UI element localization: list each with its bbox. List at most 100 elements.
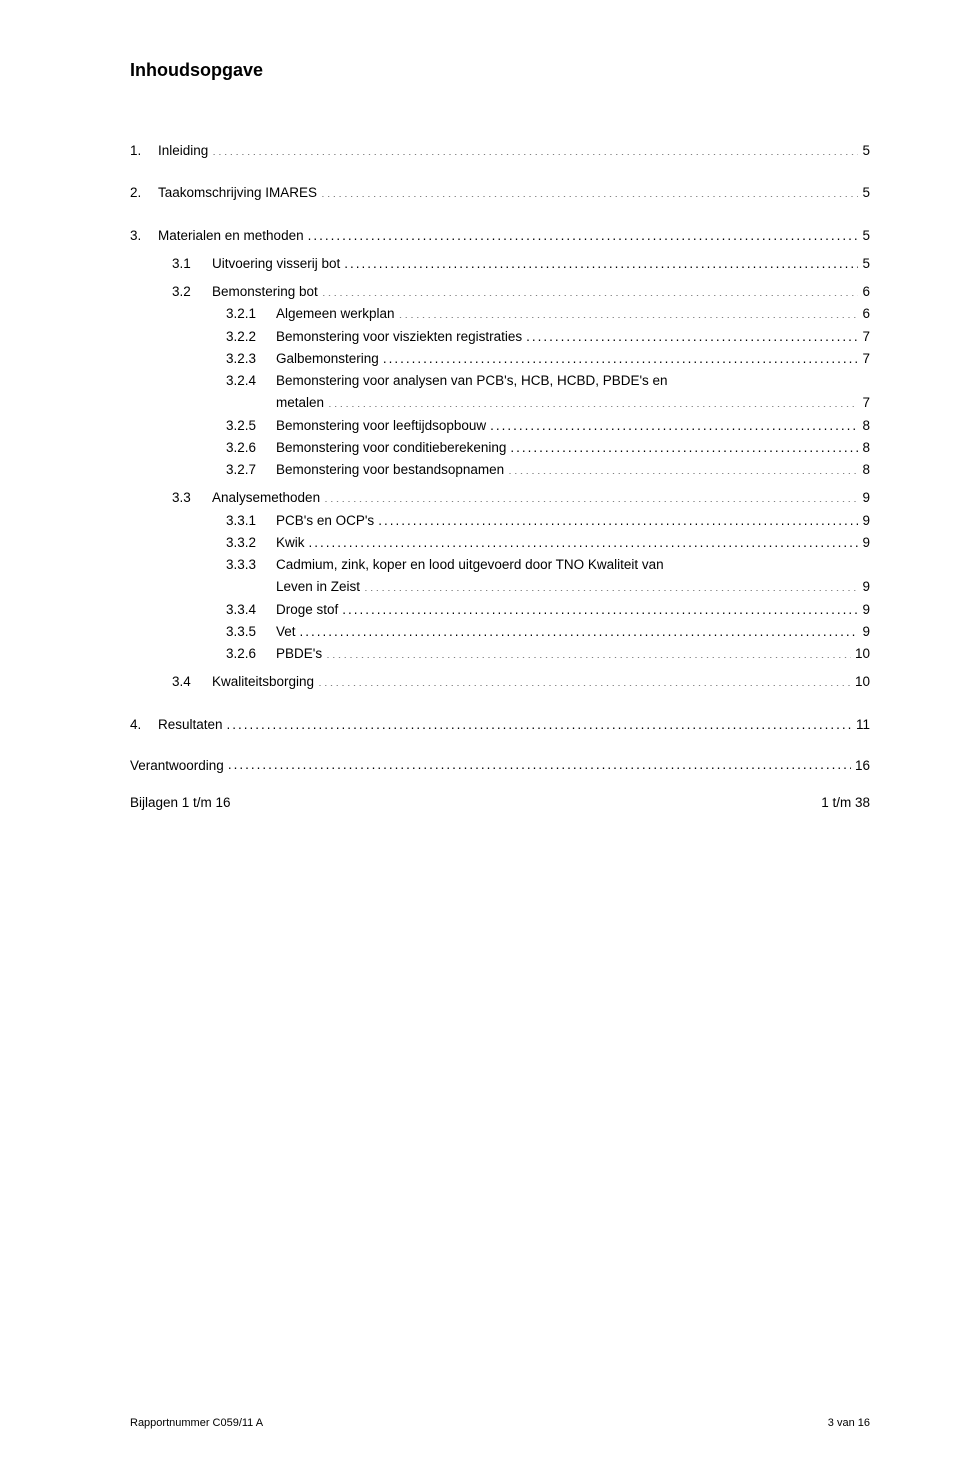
toc-label: PBDE's <box>276 644 326 664</box>
dot-leader <box>322 283 859 297</box>
toc-number: 3.2.5 <box>226 416 276 436</box>
dot-leader <box>308 226 859 240</box>
dot-leader <box>526 327 858 341</box>
appendix-label: Bijlagen 1 t/m 16 <box>130 795 231 810</box>
toc-entry-continuation: 3.3.3Leven in Zeist9 <box>226 577 870 597</box>
toc-number: 3.2 <box>172 282 212 302</box>
toc-entry: 3.2.3Galbemonstering 7 <box>226 349 870 369</box>
dot-leader <box>321 184 858 198</box>
toc-label: Bemonstering bot <box>212 282 322 302</box>
toc-label: Bemonstering voor visziekten registratie… <box>276 327 526 347</box>
toc-entry-continuation: 3.2.4metalen7 <box>226 393 870 413</box>
toc-number: 3. <box>130 226 158 246</box>
toc-page-number: 5 <box>858 183 870 203</box>
footer-right: 3 van 16 <box>828 1417 870 1429</box>
dot-leader <box>227 715 852 729</box>
toc-entry: 3.2Bemonstering bot 6 <box>172 282 870 302</box>
toc-number: 3.3.4 <box>226 600 276 620</box>
toc-page-number: 8 <box>858 460 870 480</box>
toc-label: Uitvoering visserij bot <box>212 254 344 274</box>
toc-label: Algemeen werkplan <box>276 304 399 324</box>
toc-label: Bemonstering voor leeftijdsopbouw <box>276 416 490 436</box>
toc-label: Leven in Zeist <box>276 577 364 597</box>
toc-label: metalen <box>276 393 328 413</box>
toc-number: 3.3.5 <box>226 622 276 642</box>
toc-label: Galbemonstering <box>276 349 383 369</box>
toc-label: Resultaten <box>158 715 227 735</box>
toc-page-number: 9 <box>858 533 870 553</box>
toc-label: Taakomschrijving IMARES <box>158 183 321 203</box>
toc-number: 3.2.6 <box>226 644 276 664</box>
toc-number: 3.4 <box>172 672 212 692</box>
toc-label: Kwaliteitsborging <box>212 672 318 692</box>
toc-label: Materialen en methoden <box>158 226 308 246</box>
dot-leader <box>342 600 858 614</box>
dot-leader <box>508 461 858 475</box>
toc-entry: 3.3Analysemethoden 9 <box>172 488 870 508</box>
toc-label: Bemonstering voor conditieberekening <box>276 438 510 458</box>
dot-leader <box>378 511 858 525</box>
toc-number: 3.2.6 <box>226 438 276 458</box>
toc-number: 3.1 <box>172 254 212 274</box>
toc-page-number: 9 <box>858 577 870 597</box>
toc-entry: 3.2.2Bemonstering voor visziekten regist… <box>226 327 870 347</box>
toc-entry: 3.3.2Kwik9 <box>226 533 870 553</box>
toc-page-number: 10 <box>851 672 870 692</box>
toc-page-number: 10 <box>851 644 870 664</box>
toc-page-number: 7 <box>858 393 870 413</box>
toc-number: 4. <box>130 715 158 735</box>
dot-leader <box>328 394 858 408</box>
toc-entry-verantwoording: Verantwoording 16 <box>130 757 870 774</box>
toc-entry: 3.2.7Bemonstering voor bestandsopnamen 8 <box>226 460 870 480</box>
toc-number: 3.3 <box>172 488 212 508</box>
footer-left: Rapportnummer C059/11 A <box>130 1417 263 1429</box>
toc-page-number: 9 <box>858 488 870 508</box>
toc-page-number: 9 <box>858 622 870 642</box>
toc-entry: 4.Resultaten11 <box>130 715 870 735</box>
toc-label: Inleiding <box>158 141 212 161</box>
toc-label: Cadmium, zink, koper en lood uitgevoerd … <box>276 555 668 575</box>
page-footer: Rapportnummer C059/11 A 3 van 16 <box>130 1417 870 1429</box>
toc-number: 3.2.1 <box>226 304 276 324</box>
toc-page-number: 6 <box>858 304 870 324</box>
toc-number: 3.2.3 <box>226 349 276 369</box>
toc-entry: 1.Inleiding5 <box>130 141 870 161</box>
toc-page-number: 8 <box>858 416 870 436</box>
toc-page-number: 16 <box>851 758 870 773</box>
table-of-contents: 1.Inleiding52.Taakomschrijving IMARES53.… <box>130 141 870 735</box>
toc-entry: 3.3.1PCB's en OCP's9 <box>226 511 870 531</box>
toc-entry: 3.2.6PBDE's 10 <box>226 644 870 664</box>
toc-page-number: 9 <box>858 600 870 620</box>
toc-entry: 3.2.1Algemeen werkplan 6 <box>226 304 870 324</box>
toc-entry: 3.2.6Bemonstering voor conditieberekenin… <box>226 438 870 458</box>
dot-leader <box>490 416 858 430</box>
toc-number: 3.2.7 <box>226 460 276 480</box>
toc-page-number: 6 <box>858 282 870 302</box>
toc-page-number: 5 <box>858 226 870 246</box>
toc-label: Kwik <box>276 533 309 553</box>
toc-page-number: 5 <box>858 254 870 274</box>
toc-label: Vet <box>276 622 300 642</box>
dot-leader <box>309 533 859 547</box>
toc-entry: 3.3.5Vet 9 <box>226 622 870 642</box>
toc-label: Analysemethoden <box>212 488 324 508</box>
toc-entry: 3.4Kwaliteitsborging 10 <box>172 672 870 692</box>
toc-label: Bemonstering voor bestandsopnamen <box>276 460 508 480</box>
toc-entry: 3.2.5Bemonstering voor leeftijdsopbouw 8 <box>226 416 870 436</box>
dot-leader <box>324 489 858 503</box>
dot-leader <box>318 673 851 687</box>
dot-leader <box>399 305 859 319</box>
dot-leader <box>344 254 858 268</box>
toc-entry: 3.2.4Bemonstering voor analysen van PCB'… <box>226 371 870 391</box>
dot-leader <box>364 578 858 592</box>
toc-page-number: 9 <box>858 511 870 531</box>
toc-page-number: 7 <box>858 349 870 369</box>
toc-number: 3.2.2 <box>226 327 276 347</box>
toc-label: PCB's en OCP's <box>276 511 378 531</box>
toc-label: Verantwoording <box>130 758 228 773</box>
toc-number: 3.2.4 <box>226 371 276 391</box>
toc-number: 3.3.3 <box>226 555 276 575</box>
appendix-range: 1 t/m 38 <box>821 795 870 810</box>
toc-page-number: 8 <box>858 438 870 458</box>
dot-leader <box>212 142 858 156</box>
